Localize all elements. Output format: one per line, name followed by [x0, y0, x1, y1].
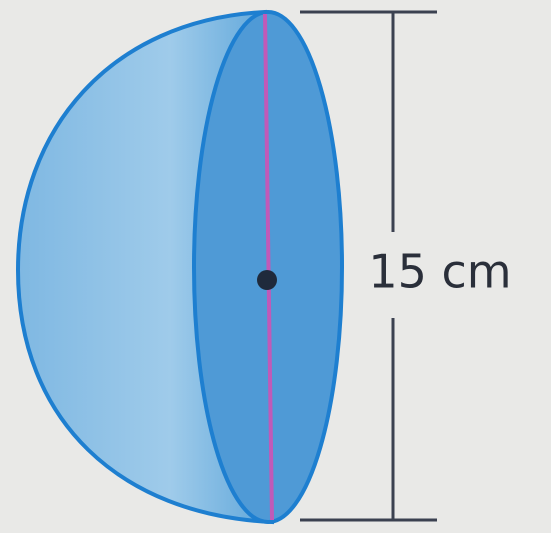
center-point [257, 270, 277, 290]
dimension-label: 15 cm [368, 245, 511, 299]
diameter-line [263, 13, 274, 521]
dimension-marker [300, 10, 437, 522]
